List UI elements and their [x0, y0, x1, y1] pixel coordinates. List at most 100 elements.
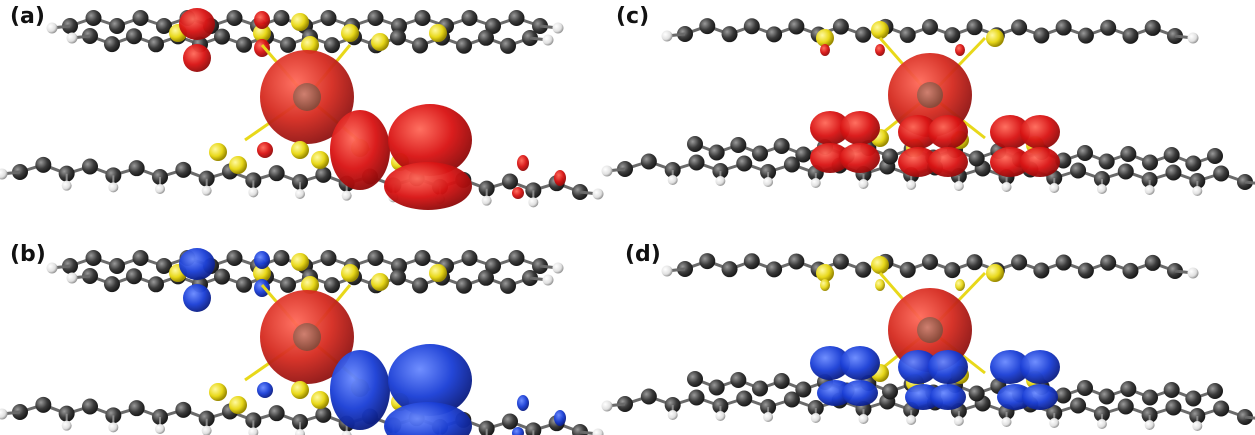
- carbon-atom: [461, 10, 478, 26]
- carbon-atom: [175, 401, 192, 418]
- density-lobe: [183, 284, 211, 312]
- hydrogen-atom: [667, 175, 678, 185]
- carbon-atom: [1185, 155, 1202, 172]
- carbon-atom: [35, 396, 52, 413]
- bond: [1244, 180, 1255, 185]
- hydrogen-atom: [1049, 183, 1060, 193]
- hydrogen-atom: [953, 181, 964, 191]
- carbon-atom: [752, 145, 768, 162]
- carbon-atom: [640, 388, 657, 405]
- carbon-atom: [502, 413, 518, 430]
- sulfur-atom: [816, 29, 834, 47]
- hydrogen-atom: [108, 182, 119, 193]
- hydrogen-atom: [601, 400, 613, 412]
- sulfur-atom: [871, 256, 889, 274]
- density-lobe: [928, 147, 968, 177]
- sulfur-atom: [311, 391, 329, 409]
- carbon-atom: [1055, 19, 1072, 36]
- panel-c: [601, 18, 1255, 196]
- carbon-atom: [273, 250, 290, 266]
- density-lobe: [1020, 147, 1060, 177]
- hydrogen-atom: [248, 427, 259, 435]
- carbon-atom: [1185, 390, 1202, 407]
- carbon-atom: [708, 144, 725, 161]
- carbon-atom: [148, 276, 164, 293]
- density-lobe: [905, 384, 941, 410]
- density-lobe: [997, 384, 1033, 410]
- sulfur-atom: [253, 264, 271, 282]
- carbon-atom: [414, 10, 431, 26]
- carbon-atom: [324, 277, 340, 294]
- hydrogen-atom: [715, 411, 726, 421]
- hydrogen-atom: [661, 30, 673, 42]
- carbon-atom: [832, 253, 849, 270]
- carbon-atom: [882, 148, 898, 165]
- carbon-atom: [461, 250, 478, 266]
- carbon-atom: [1070, 162, 1087, 179]
- carbon-atom: [500, 37, 516, 54]
- carbon-atom: [730, 137, 747, 153]
- carbon-atom: [1120, 381, 1137, 397]
- carbon-atom: [1144, 254, 1161, 271]
- carbon-atom: [214, 28, 230, 45]
- density-lobe: [257, 142, 273, 158]
- carbon-atom: [922, 254, 938, 270]
- sulfur-atom: [291, 381, 309, 399]
- carbon-atom: [708, 379, 725, 396]
- sulfur-atom: [291, 253, 309, 271]
- carbon-atom: [412, 277, 428, 294]
- carbon-atom: [730, 372, 747, 388]
- carbon-atom: [736, 390, 753, 407]
- sulfur-atom: [371, 33, 389, 51]
- density-lobe: [875, 279, 885, 291]
- hydrogen-atom: [858, 414, 869, 424]
- sulfur-atom: [229, 396, 247, 414]
- hydrogen-atom: [201, 185, 212, 196]
- hydrogen-atom: [61, 420, 72, 431]
- hydrogen-atom: [61, 180, 72, 191]
- sulfur-atom: [229, 156, 247, 174]
- hydrogen-atom: [1096, 419, 1107, 429]
- carbon-atom: [1011, 19, 1028, 36]
- carbon-atom: [226, 10, 243, 26]
- carbon-atom: [743, 18, 760, 35]
- carbon-atom: [390, 29, 406, 46]
- carbon-atom: [944, 27, 961, 44]
- density-lobe: [1022, 384, 1058, 410]
- carbon-atom: [85, 250, 102, 266]
- carbon-atom: [456, 37, 472, 54]
- density-lobe: [840, 111, 880, 145]
- carbon-atom: [1163, 382, 1180, 398]
- density-lobe: [990, 350, 1030, 384]
- carbon-atom: [687, 371, 703, 387]
- carbon-atom: [324, 37, 340, 54]
- carbon-atom: [525, 422, 542, 435]
- hydrogen-atom: [661, 265, 673, 277]
- sulfur-atom: [253, 24, 271, 42]
- density-lobe: [330, 350, 390, 430]
- sulfur-atom: [301, 36, 319, 54]
- sulfur-atom: [291, 141, 309, 159]
- hydrogen-atom: [295, 429, 305, 435]
- density-lobe: [810, 111, 850, 145]
- carbon-atom: [315, 406, 332, 423]
- carbon-atom: [1033, 27, 1050, 44]
- carbon-atom: [1077, 145, 1093, 161]
- hydrogen-atom: [1187, 267, 1199, 279]
- sulfur-atom: [429, 264, 447, 282]
- density-lobe: [1020, 115, 1060, 149]
- hydrogen-atom: [201, 425, 212, 435]
- carbon-atom: [766, 26, 783, 43]
- carbon-atom: [1117, 398, 1134, 415]
- hydrogen-atom: [542, 34, 554, 46]
- carbon-atom: [855, 26, 872, 43]
- carbon-atom: [412, 37, 428, 54]
- density-lobe: [384, 402, 472, 435]
- hydrogen-atom: [1001, 182, 1012, 192]
- density-lobe: [842, 380, 878, 406]
- carbon-atom: [1100, 19, 1117, 36]
- hydrogen-atom: [0, 408, 8, 420]
- carbon-atom: [1117, 163, 1134, 180]
- sulfur-atom: [291, 13, 309, 31]
- carbon-atom: [128, 160, 145, 177]
